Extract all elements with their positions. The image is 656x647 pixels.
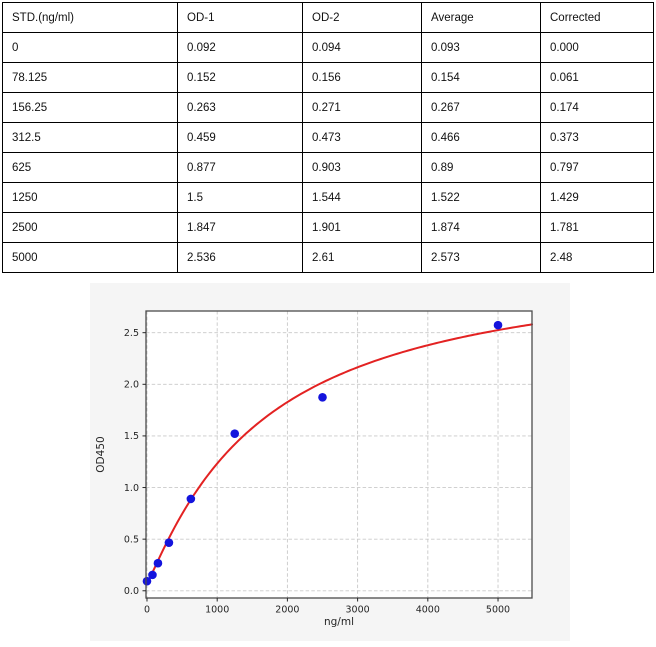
- table-cell: 0.797: [540, 152, 654, 183]
- table-header-row: STD.(ng/ml) OD-1 OD-2 Average Corrected: [2, 2, 654, 33]
- table-cell: 312.5: [2, 122, 178, 153]
- table-cell: 0.373: [540, 122, 654, 153]
- table-row: 78.125 0.152 0.156 0.154 0.061: [2, 62, 654, 93]
- table-row: 156.25 0.263 0.271 0.267 0.174: [2, 92, 654, 123]
- table-cell: 1.5: [177, 182, 303, 213]
- column-header: OD-1: [177, 2, 303, 33]
- table-cell: 1.522: [421, 182, 541, 213]
- y-tick-label: 1.5: [124, 431, 139, 442]
- data-point: [230, 429, 240, 438]
- table-row: 0 0.092 0.094 0.093 0.000: [2, 32, 654, 63]
- table-row: 1250 1.5 1.544 1.522 1.429: [2, 182, 654, 213]
- standard-curve-chart: 0 1000 2000 3000 4000 5000 0.0 0.5 1.0 1.5 2.0 2.5 n…: [90, 283, 570, 641]
- data-point: [142, 576, 152, 586]
- plot-area: [146, 311, 532, 598]
- table-cell: 625: [2, 152, 178, 183]
- table-cell: 1.874: [421, 212, 541, 243]
- table-row: 625 0.877 0.903 0.89 0.797: [2, 152, 654, 183]
- fit-curve: [145, 323, 533, 585]
- table-cell: 0.094: [302, 32, 422, 63]
- data-point: [148, 570, 157, 580]
- table-cell: 0.877: [177, 152, 303, 183]
- table-cell: 1.847: [177, 212, 303, 243]
- column-header: Average: [421, 2, 541, 33]
- data-point: [153, 558, 163, 568]
- y-tick-label: 2.5: [124, 328, 139, 339]
- column-header: OD-2: [302, 2, 422, 33]
- column-header: STD.(ng/ml): [2, 2, 178, 33]
- y-axis-label: OD450: [95, 436, 107, 472]
- y-tick-label: 1.0: [124, 483, 139, 494]
- data-point: [164, 538, 174, 547]
- y-tick-label: 0.0: [124, 586, 139, 597]
- x-axis-label: ng/ml: [324, 616, 354, 628]
- data-point: [493, 320, 503, 330]
- table-cell: 0.000: [540, 32, 654, 63]
- table-row: 312.5 0.459 0.473 0.466 0.373: [2, 122, 654, 153]
- table-cell: 0.466: [421, 122, 541, 153]
- table-row: 2500 1.847 1.901 1.874 1.781: [2, 212, 654, 243]
- x-tick-label: 2000: [275, 605, 299, 616]
- table-cell: 0.156: [302, 62, 422, 93]
- x-tick-label: 5000: [486, 605, 510, 616]
- table-cell: 1.901: [302, 212, 422, 243]
- table-cell: 0.89: [421, 152, 541, 183]
- table-cell: 2.61: [302, 242, 422, 273]
- table-cell: 5000: [2, 242, 178, 273]
- x-tick-label: 3000: [346, 605, 370, 616]
- standard-curve-figure: 0 1000 2000 3000 4000 5000 0.0 0.5 1.0 1.5 2.0 2.5 n…: [90, 283, 570, 641]
- table-cell: 0.459: [177, 122, 303, 153]
- table-cell: 1.544: [302, 182, 422, 213]
- table-cell: 0.154: [421, 62, 541, 93]
- x-tick-label: 1000: [205, 605, 229, 616]
- table-cell: 0.061: [540, 62, 654, 93]
- standards-table: STD.(ng/ml) OD-1 OD-2 Average Corrected 0 0.0…: [2, 2, 654, 273]
- table-cell: 0.263: [177, 92, 303, 123]
- table-cell: 0.473: [302, 122, 422, 153]
- table-cell: 0.271: [302, 92, 422, 123]
- table-cell: 2.48: [540, 242, 654, 273]
- table-cell: 0.267: [421, 92, 541, 123]
- table-cell: 0.093: [421, 32, 541, 63]
- data-point: [318, 393, 327, 402]
- y-tick-label: 0.5: [124, 535, 139, 546]
- table-cell: 0.903: [302, 152, 422, 183]
- table-cell: 0.152: [177, 62, 303, 93]
- table-cell: 78.125: [2, 62, 178, 93]
- table-row: 5000 2.536 2.61 2.573 2.48: [2, 242, 654, 273]
- table-cell: 0.092: [177, 32, 303, 63]
- x-tick-label: 0: [144, 605, 150, 616]
- table-cell: 1250: [2, 182, 178, 213]
- table-cell: 2.573: [421, 242, 541, 273]
- table-cell: 2.536: [177, 242, 303, 273]
- x-tick-label: 4000: [416, 605, 440, 616]
- table-cell: 1.781: [540, 212, 654, 243]
- column-header: Corrected: [540, 2, 654, 33]
- plot-frame: [145, 310, 533, 599]
- table-cell: 2500: [2, 212, 178, 243]
- y-tick-label: 2.0: [124, 380, 139, 391]
- table-cell: 0: [2, 32, 178, 63]
- data-point: [186, 494, 196, 504]
- table-cell: 1.429: [540, 182, 654, 213]
- table-cell: 0.174: [540, 92, 654, 123]
- table-cell: 156.25: [2, 92, 178, 123]
